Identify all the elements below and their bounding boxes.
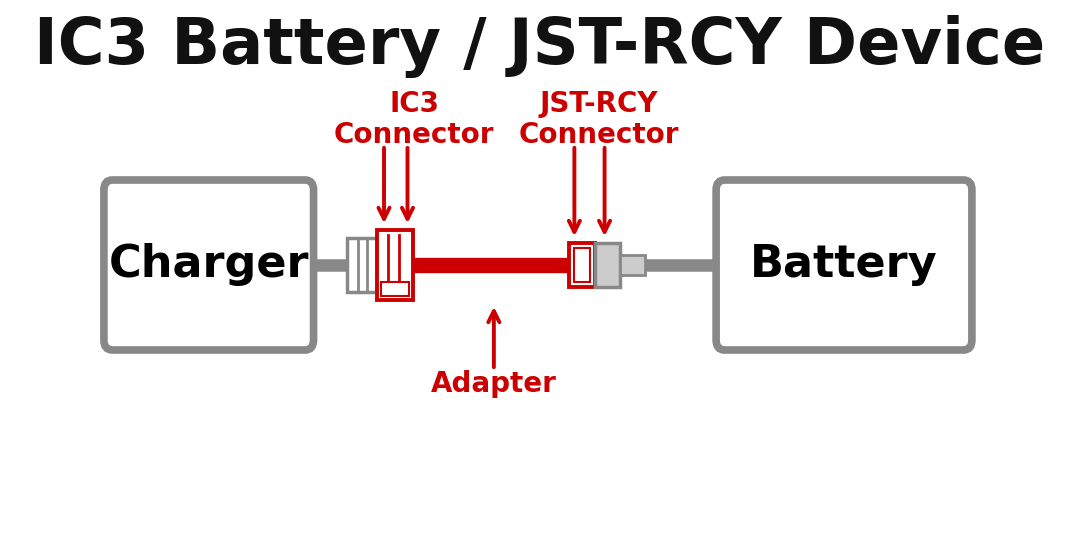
Text: Adapter: Adapter bbox=[431, 370, 557, 398]
FancyBboxPatch shape bbox=[716, 180, 972, 350]
Text: IC3
Connector: IC3 Connector bbox=[334, 90, 495, 149]
Bar bbox=[377, 230, 413, 300]
Text: Battery: Battery bbox=[751, 244, 937, 287]
FancyBboxPatch shape bbox=[104, 180, 313, 350]
Text: JST-RCY
Connector: JST-RCY Connector bbox=[518, 90, 679, 149]
Bar bbox=[380, 282, 409, 296]
Bar bbox=[569, 243, 594, 287]
Text: IC3 Battery / JST-RCY Device: IC3 Battery / JST-RCY Device bbox=[35, 15, 1045, 78]
Bar bbox=[347, 238, 377, 292]
Bar bbox=[620, 255, 645, 275]
Bar bbox=[573, 248, 591, 282]
Bar bbox=[594, 243, 620, 287]
Text: Charger: Charger bbox=[108, 244, 309, 287]
